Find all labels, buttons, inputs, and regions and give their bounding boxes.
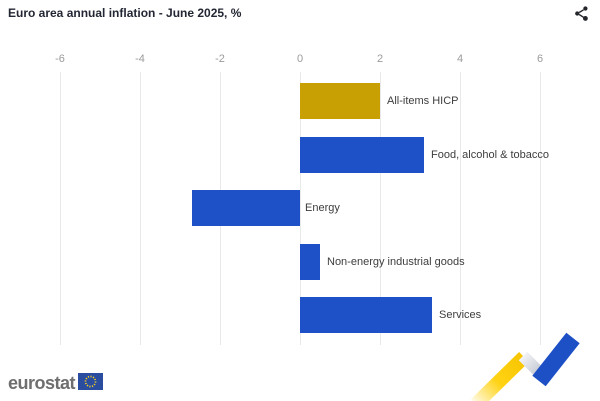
- axis-tick-label: -4: [135, 53, 145, 65]
- gridline: [539, 72, 541, 345]
- axis-tick-label: -6: [55, 53, 65, 65]
- axis-tick-label: 4: [456, 53, 464, 65]
- bar-label: Non-energy industrial goods: [327, 256, 465, 268]
- axis-tick-label: -2: [215, 53, 225, 65]
- bar[interactable]: [192, 190, 300, 226]
- bar[interactable]: [300, 137, 424, 173]
- gridline: [379, 72, 381, 345]
- axis-tick-label: 2: [376, 53, 384, 65]
- gridline: [299, 72, 301, 345]
- eurostat-logo-text: eurostat: [8, 373, 76, 393]
- eurostat-logo[interactable]: eurostat: [8, 371, 104, 395]
- eu-flag-icon: [78, 373, 104, 395]
- share-button[interactable]: [571, 3, 591, 23]
- bar[interactable]: [300, 297, 432, 333]
- bar-label: Food, alcohol & tobacco: [431, 149, 550, 161]
- axis-tick-label: 6: [536, 53, 544, 65]
- bar-label: Energy: [305, 202, 340, 214]
- page-title: Euro area annual inflation - June 2025, …: [8, 6, 242, 20]
- bar[interactable]: [300, 244, 320, 280]
- bar-label: All-items HICP: [387, 95, 459, 107]
- share-icon: [573, 5, 590, 22]
- bar[interactable]: [300, 83, 380, 119]
- axis-tick-label: 0: [296, 53, 304, 65]
- gridline: [139, 72, 141, 345]
- gridline: [59, 72, 61, 345]
- bar-label: Services: [439, 309, 482, 321]
- gridline: [459, 72, 461, 345]
